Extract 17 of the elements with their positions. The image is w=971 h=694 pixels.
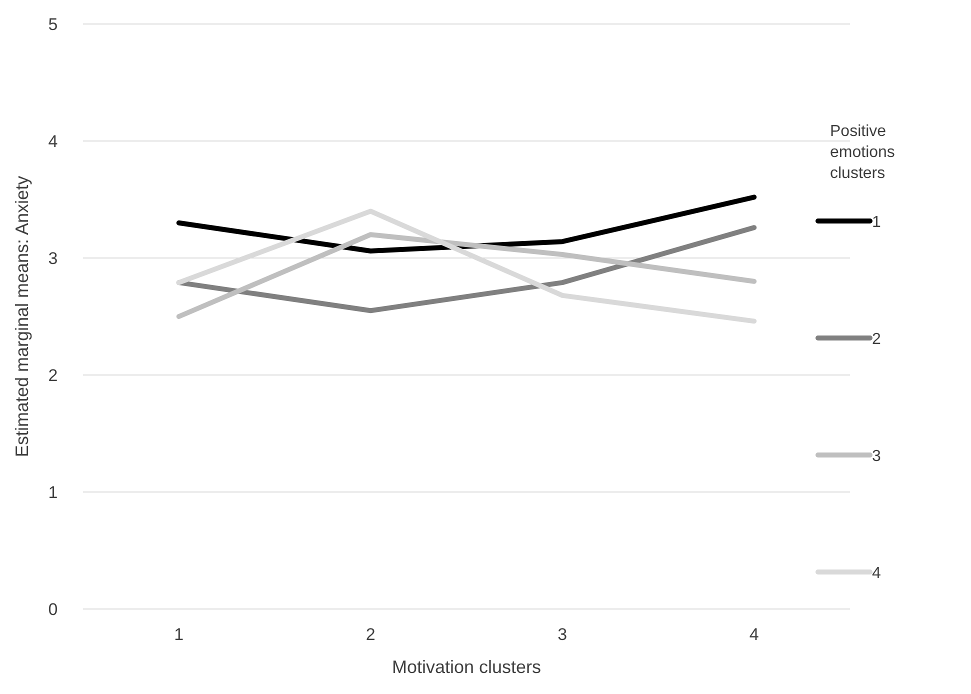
y-tick-label: 0	[48, 600, 58, 619]
legend-label: 4	[872, 565, 881, 582]
x-tick-label: 4	[749, 625, 759, 644]
legend-label: 3	[872, 448, 881, 465]
legend-label: 1	[872, 214, 881, 231]
x-tick-label: 3	[558, 625, 568, 644]
y-tick-label: 2	[48, 366, 58, 385]
x-tick-label: 2	[366, 625, 376, 644]
legend-label: 2	[872, 331, 881, 348]
y-tick-label: 3	[48, 249, 58, 268]
y-tick-label: 1	[48, 483, 58, 502]
x-tick-label: 1	[174, 625, 184, 644]
y-axis-title: Estimated marginal means: Anxiety	[12, 176, 32, 458]
y-tick-label: 5	[48, 15, 58, 34]
y-tick-label: 4	[48, 132, 58, 151]
x-axis-title: Motivation clusters	[392, 657, 542, 677]
legend-title: Positive emotions clusters	[830, 123, 895, 182]
